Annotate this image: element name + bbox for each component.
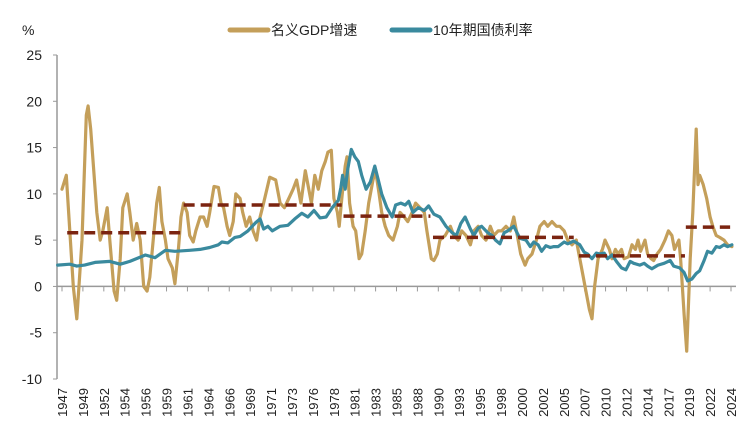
x-tick-label: 1966 [222,388,237,417]
y-tick-label: 5 [34,232,42,248]
x-tick-label: 1973 [285,388,300,417]
x-tick-label: 1969 [243,388,258,417]
x-tick-label: 2024 [724,388,739,417]
x-tick-label: 2000 [515,388,530,417]
x-tick-label: 1990 [431,388,446,417]
x-tick-label: 1993 [452,388,467,417]
x-tick-label: 2005 [557,388,572,417]
y-axis-unit-label: % [22,22,34,38]
y-tick-label: 10 [26,186,42,202]
x-tick-label: 2007 [578,388,593,417]
x-tick-label: 2012 [619,388,634,417]
x-tick-label: 2019 [682,388,697,417]
x-tick-label: 1947 [55,388,70,417]
x-tick-label: 2022 [703,388,718,417]
series-line-nominal-gdp-growth [60,104,734,353]
x-tick-label: 1998 [494,388,509,417]
y-tick-label: -5 [30,325,43,341]
legend-label-gdp: 名义GDP增速 [271,22,357,38]
x-tick-label: 1956 [139,388,154,417]
x-tick-label: 1949 [76,388,91,417]
y-tick-label: 0 [34,278,42,294]
x-tick-label: 1983 [369,388,384,417]
x-tick-label: 1952 [97,388,112,417]
x-tick-label: 1961 [180,388,195,417]
x-tick-label: 1988 [410,388,425,417]
x-tick-label: 1954 [118,388,133,417]
x-tick-label: 1959 [160,388,175,417]
y-tick-label: 20 [26,93,42,109]
legend-label-bond-yield: 10年期国债利率 [433,22,533,38]
x-tick-label: 1978 [327,388,342,417]
series-line-10y-treasury-yield [56,147,734,283]
x-tick-label: 2014 [640,388,655,417]
x-tick-label: 1964 [201,388,216,417]
x-tick-label: 1976 [306,388,321,417]
x-tick-label: 2017 [661,388,676,417]
legend: 名义GDP增速 10年期国债利率 [227,22,533,38]
y-tick-label: -10 [22,371,42,387]
x-tick-label: 1981 [348,388,363,417]
x-tick-label: 2010 [599,388,614,417]
x-tick-label: 1971 [264,388,279,417]
y-tick-label: 25 [26,47,42,63]
x-tick-label: 2002 [536,388,551,417]
x-tick-label: 1985 [390,388,405,417]
x-tick-label: 1995 [473,388,488,417]
y-tick-label: 15 [26,140,42,156]
